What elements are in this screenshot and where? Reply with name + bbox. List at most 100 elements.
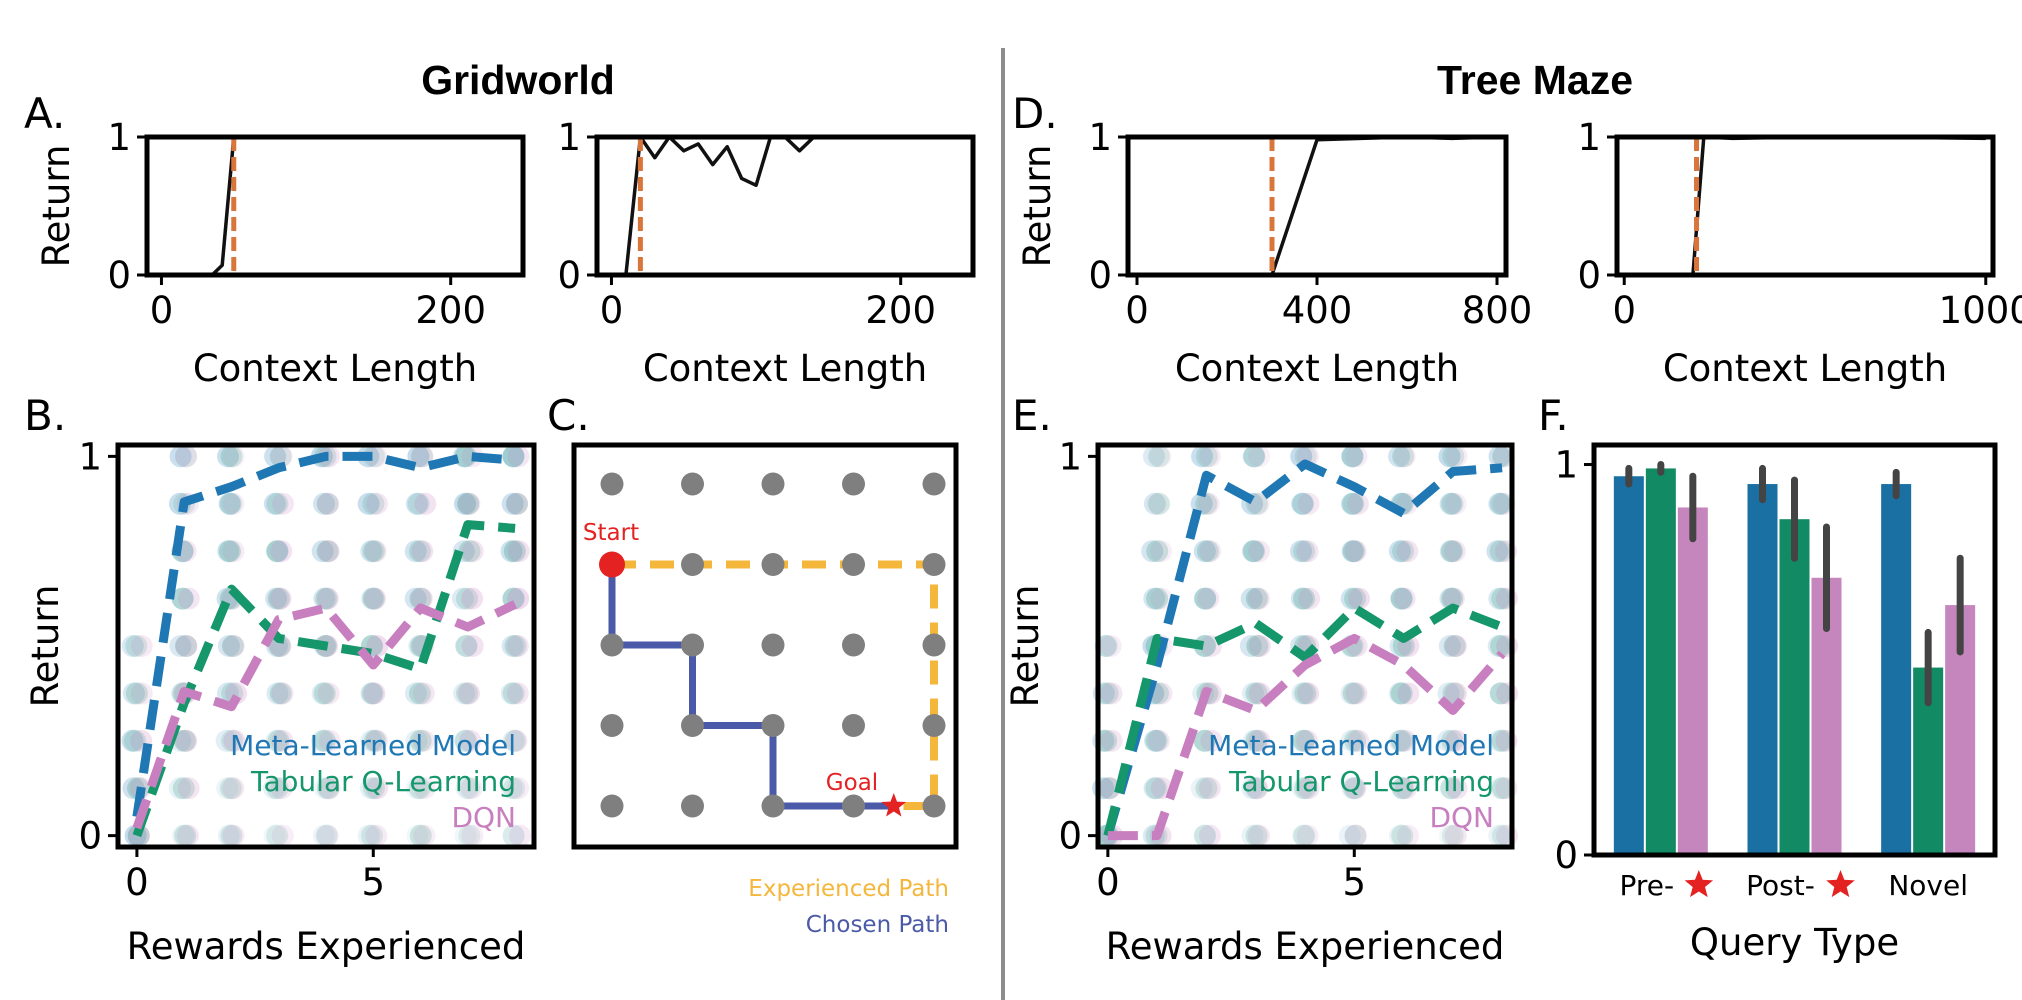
scatter-point	[461, 824, 484, 847]
scatter-point	[1340, 729, 1363, 752]
y-tick-label: 0	[557, 254, 581, 297]
grid-node	[922, 472, 946, 496]
scatter-point	[1491, 729, 1514, 752]
scatter-point	[317, 492, 340, 515]
scatter-point	[1491, 587, 1514, 610]
scatter-point	[502, 824, 525, 847]
scatter-point	[1392, 445, 1415, 468]
goal-star-icon	[881, 793, 907, 817]
scatter-point	[366, 635, 389, 657]
grid-node	[681, 553, 704, 576]
scatter-point	[1490, 492, 1513, 515]
scatter-point	[408, 682, 431, 705]
scatter-point	[1392, 540, 1415, 563]
legend-entry: Tabular Q-Learning	[1228, 765, 1494, 798]
series-line-2	[132, 600, 518, 830]
start-label: Start	[583, 520, 639, 546]
scatter-point	[219, 492, 242, 515]
scatter-point	[454, 729, 477, 752]
plot-frame	[144, 134, 526, 278]
scatter-point	[408, 540, 431, 563]
scatter-point	[1096, 682, 1119, 705]
scatter-point	[313, 777, 336, 800]
scatter-point	[1492, 445, 1515, 468]
scatter-point	[220, 729, 243, 752]
scatter-point	[503, 777, 526, 800]
scatter-point	[130, 682, 153, 705]
scatter-point	[174, 445, 197, 468]
scatter-point	[1340, 587, 1363, 610]
scatter-point	[1294, 777, 1317, 800]
scatter-point	[1146, 587, 1169, 610]
plot-frame	[1095, 442, 1515, 850]
series-line-2	[1107, 633, 1506, 841]
scatter-point	[502, 729, 525, 752]
scatter-point	[1292, 492, 1315, 515]
scatter-point	[408, 777, 431, 800]
scatter-point	[1290, 540, 1313, 563]
scatter-point	[1296, 824, 1319, 847]
scatter-point	[220, 824, 243, 847]
scatter-point	[1198, 777, 1221, 800]
scatter-point	[1193, 540, 1216, 563]
scatter-point	[1441, 540, 1464, 563]
scatter-point	[172, 777, 195, 800]
scatter-point	[455, 635, 478, 657]
scatter-point	[266, 492, 289, 515]
scatter-point	[1248, 635, 1271, 657]
scatter-point	[405, 729, 428, 752]
scatter-point	[222, 492, 245, 515]
scatter-point	[361, 682, 384, 705]
scatter-point	[1344, 824, 1367, 847]
scatter-point	[461, 540, 484, 563]
grid-node	[600, 472, 624, 496]
scatter-point	[1338, 824, 1361, 847]
scatter-point	[312, 492, 335, 515]
scatter-point	[1397, 682, 1420, 705]
scatter-point	[1441, 824, 1464, 847]
grid-node	[600, 794, 624, 818]
grid-node	[600, 633, 624, 657]
scatter-point	[1295, 729, 1318, 752]
return-line	[161, 135, 509, 277]
scatter-point	[357, 824, 380, 847]
scatter-point	[318, 777, 341, 800]
scatter-point	[265, 729, 288, 752]
scatter-point	[1390, 682, 1413, 705]
scatter-point	[1342, 682, 1365, 705]
scatter-point	[362, 587, 385, 610]
scatter-point	[409, 824, 432, 847]
scatter-point	[1344, 729, 1367, 752]
scatter-point	[263, 777, 286, 800]
scatter-point	[1438, 824, 1461, 847]
scatter-point	[1391, 777, 1414, 800]
scatter-point	[222, 635, 245, 657]
scatter-point	[1343, 777, 1366, 800]
y-axis-label: Return	[35, 145, 78, 268]
scatter-point	[1393, 587, 1416, 610]
y-tick-label: 1	[1577, 116, 1601, 159]
scatter-point	[410, 587, 433, 610]
scatter-point	[1488, 729, 1511, 752]
grid-node	[761, 714, 785, 737]
scatter-point	[1444, 635, 1467, 657]
scatter-point	[217, 540, 240, 563]
x-tick-label: 0	[1612, 289, 1636, 332]
scatter-point	[121, 635, 144, 657]
scatter-point	[1197, 587, 1220, 610]
scatter-point	[1246, 777, 1269, 800]
plot-frame	[1125, 134, 1509, 278]
y-tick-label: 0	[1554, 834, 1578, 877]
scatter-point	[1394, 729, 1417, 752]
scatter-point	[1439, 540, 1462, 563]
scatter-point	[1143, 777, 1166, 800]
scatter-point	[363, 682, 386, 705]
scatter-point	[1194, 824, 1217, 847]
scatter-point	[1341, 492, 1364, 515]
chart-a-context-length-2: 0 1 0 200 Context Length	[557, 116, 976, 390]
scatter-point	[222, 824, 245, 847]
scatter-point	[501, 635, 524, 657]
scatter-point	[175, 635, 198, 657]
x-tick-label: 200	[865, 289, 936, 332]
